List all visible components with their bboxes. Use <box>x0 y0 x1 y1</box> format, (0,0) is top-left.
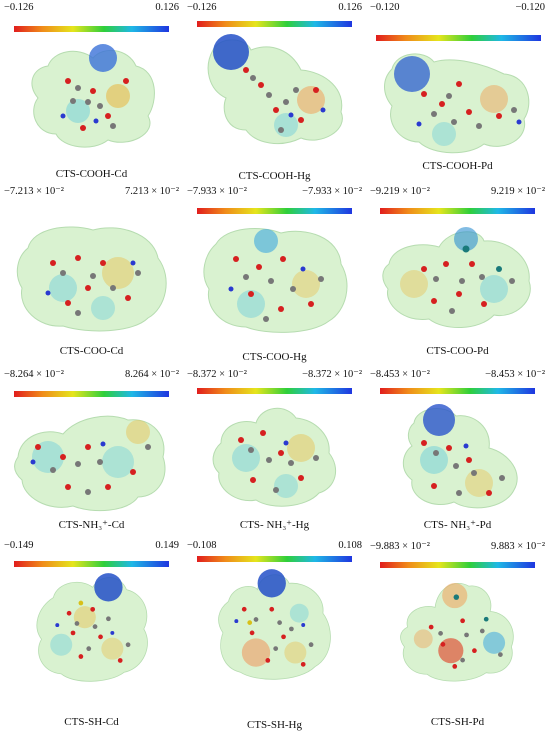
color-scale-bar <box>197 556 352 562</box>
esp-surface-image <box>384 53 530 154</box>
panel-cts-nh3-pd: −8.453 × 10⁻² −8.453 × 10⁻² CTS- NH₃⁺-Pd <box>366 366 549 549</box>
color-scale-bar <box>380 562 535 568</box>
range-max-label: −8.453 × 10⁻² <box>485 369 545 380</box>
esp-surface-image <box>36 573 148 682</box>
panel-caption: CTS-NH₃⁺-Cd <box>58 519 125 531</box>
range-max-label: 8.264 × 10⁻² <box>125 369 179 380</box>
color-scale-bar <box>14 561 169 567</box>
range-max-label: 7.213 × 10⁻² <box>125 186 179 197</box>
color-scale-bar <box>14 26 169 32</box>
panel-cts-sh-hg: −0.108 0.108 CTS-SH-Hg <box>183 538 366 731</box>
range-min-label: −8.372 × 10⁻² <box>187 369 247 380</box>
range-min-label: −0.126 <box>4 2 34 13</box>
range-max-label: 9.219 × 10⁻² <box>491 186 545 197</box>
esp-surface-image <box>212 408 337 507</box>
range-min-label: −8.264 × 10⁻² <box>4 369 64 380</box>
range-min-label: −0.120 <box>370 2 400 13</box>
panel-caption: CTS-COO-Pd <box>426 345 489 357</box>
panel-caption: CTS-COOH-Pd <box>422 160 493 172</box>
range-min-label: −8.453 × 10⁻² <box>370 369 430 380</box>
color-scale-bar <box>376 35 541 41</box>
range-min-label: −0.108 <box>187 540 217 551</box>
range-max-label: −0.120 <box>515 2 545 13</box>
color-scale-bar <box>197 388 352 394</box>
range-max-label: 9.883 × 10⁻² <box>491 541 545 552</box>
esp-surface-image <box>382 227 531 329</box>
panel-cts-sh-cd: −0.149 0.149 CTS-SH-Cd <box>0 538 183 728</box>
range-max-label: −7.933 × 10⁻² <box>302 186 362 197</box>
panel-cts-sh-pd: −9.883 × 10⁻² 9.883 × 10⁻² CTS-SH-Pd <box>366 538 549 728</box>
esp-surface-image <box>207 34 343 144</box>
panel-caption: CTS-SH-Pd <box>430 716 485 728</box>
panel-cts-coo-cd: −7.213 × 10⁻² 7.213 × 10⁻² CTS-COO-Cd <box>0 183 183 366</box>
esp-surface-image <box>402 404 518 509</box>
esp-surface-image <box>218 569 331 680</box>
panel-caption: CTS- NH₃⁺-Hg <box>239 519 310 531</box>
range-min-label: −7.933 × 10⁻² <box>187 186 247 197</box>
panel-cts-cooh-cd: −0.126 0.126 CTS-COOH-Cd <box>0 0 183 183</box>
panel-caption: CTS-COO-Hg <box>242 351 307 363</box>
esp-surface-image <box>400 583 514 682</box>
esp-surface-image <box>31 44 155 148</box>
range-min-label: −7.213 × 10⁻² <box>4 186 64 197</box>
range-max-label: −8.372 × 10⁻² <box>302 369 362 380</box>
esp-surface-image <box>14 415 166 512</box>
panel-cts-cooh-pd: −0.120 −0.120 CTS-COOH-Pd <box>366 0 549 183</box>
panel-caption: CTS-COOH-Hg <box>238 170 311 182</box>
range-min-label: −9.883 × 10⁻² <box>370 541 430 552</box>
panel-cts-nh3-cd: −8.264 × 10⁻² 8.264 × 10⁻² CTS-NH₃⁺-Cd <box>0 366 183 549</box>
range-min-label: −0.149 <box>4 540 34 551</box>
color-scale-bar <box>197 208 352 214</box>
esp-surface-image <box>203 228 348 333</box>
esp-surface-image <box>16 226 167 332</box>
range-max-label: 0.149 <box>155 540 179 551</box>
panel-caption: CTS-SH-Cd <box>64 716 119 728</box>
panel-caption: CTS-COO-Cd <box>59 345 124 357</box>
range-max-label: 0.108 <box>338 540 362 551</box>
range-min-label: −9.219 × 10⁻² <box>370 186 430 197</box>
panel-caption: CTS-SH-Hg <box>246 719 302 731</box>
panel-cts-coo-hg: −7.933 × 10⁻² −7.933 × 10⁻² CTS-COO-Hg <box>183 183 366 366</box>
color-scale-bar <box>380 388 535 394</box>
range-max-label: 0.126 <box>155 2 179 13</box>
panel-cts-nh3-hg: −8.372 × 10⁻² −8.372 × 10⁻² CTS- NH₃⁺-Hg <box>183 366 366 549</box>
range-max-label: 0.126 <box>338 2 362 13</box>
panel-cts-coo-pd: −9.219 × 10⁻² 9.219 × 10⁻² CTS-COO-Pd <box>366 183 549 366</box>
panel-caption: CTS- NH₃⁺-Pd <box>423 519 492 531</box>
panel-caption: CTS-COOH-Cd <box>55 168 128 180</box>
panel-cts-cooh-hg: −0.126 0.126 CTS-COOH-Hg <box>183 0 366 183</box>
color-scale-bar <box>197 21 352 27</box>
range-min-label: −0.126 <box>187 2 217 13</box>
color-scale-bar <box>14 391 169 397</box>
color-scale-bar <box>380 208 535 214</box>
